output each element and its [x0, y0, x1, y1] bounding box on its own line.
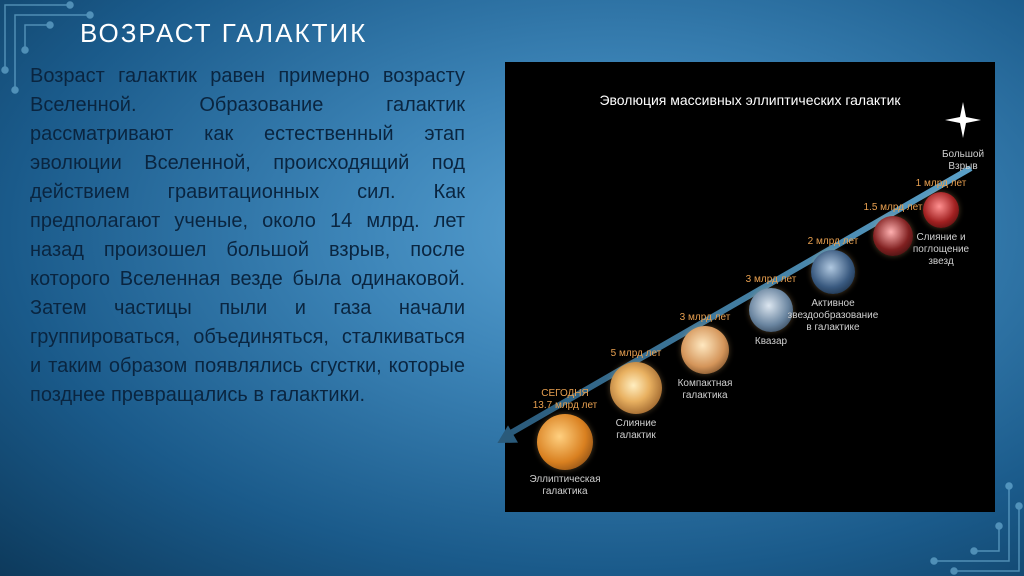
slide-title: ВОЗРАСТ ГАЛАКТИК	[80, 18, 367, 49]
stage-label-2: Компактнаягалактика	[650, 378, 760, 402]
stage-6: 1 млрд лет Слияние ипоглощениезвезд	[886, 178, 996, 268]
stage-label-6: Слияние ипоглощениезвезд	[886, 232, 996, 268]
stage-orb-4	[811, 250, 855, 294]
big-bang: БольшойВзрыв	[933, 100, 993, 173]
stage-label-3: Квазар	[716, 336, 826, 348]
stage-time-6: 1 млрд лет	[886, 178, 996, 190]
diagram-title: Эволюция массивных эллиптических галакти…	[505, 92, 995, 108]
stage-label-0: Эллиптическаягалактика	[510, 474, 620, 498]
body-paragraph: Возраст галактик равен примерно возрасту…	[30, 62, 465, 410]
big-bang-label: БольшойВзрыв	[933, 149, 993, 173]
slide: ВОЗРАСТ ГАЛАКТИК Возраст галактик равен …	[0, 0, 1024, 576]
stage-orb-6	[923, 192, 959, 228]
stage-label-4: Активноезвездообразованиев галактике	[778, 298, 888, 334]
evolution-diagram: Эволюция массивных эллиптических галакти…	[505, 62, 995, 512]
big-bang-icon	[943, 100, 983, 140]
stage-label-1: Слияниегалактик	[581, 418, 691, 442]
